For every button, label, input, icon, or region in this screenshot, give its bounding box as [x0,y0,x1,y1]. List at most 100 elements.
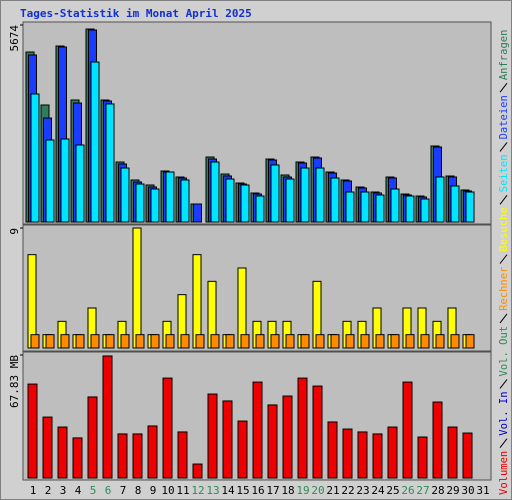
bar [447,426,458,479]
bar [300,167,310,223]
bar [390,334,400,349]
bar [330,177,340,223]
x-tick-label: 28 [431,484,444,497]
bar [285,334,295,349]
legend-separator [499,313,508,324]
legend-separator [499,82,508,93]
bar [282,395,293,479]
bar [60,334,70,349]
bar [240,334,250,349]
bar [147,425,158,479]
bar [165,171,175,223]
bar [57,426,68,479]
y-tick-label: 9 [8,228,21,235]
bar [345,334,355,349]
bar [72,437,83,479]
x-tick-label: 27 [416,484,429,497]
bar [270,164,280,223]
x-tick-label: 20 [311,484,324,497]
bar [180,179,190,223]
legend-item: Anfragen [498,30,510,81]
bar [252,381,263,479]
bar [432,401,443,479]
legend-item: Volumen [498,451,510,495]
bar [465,191,475,223]
bar [360,191,370,223]
bar [90,334,100,349]
bar [27,254,37,349]
bar [192,254,202,349]
x-tick-label: 30 [461,484,474,497]
x-tick-label: 1 [30,484,37,497]
bar [255,334,265,349]
legend-separator [499,142,508,152]
legend-item: Dateien [498,95,510,139]
bar [60,138,70,223]
y-tick-label: 67.83 MB [8,355,21,408]
bar [402,381,413,479]
chart-title: Tages-Statistik im Monat April 2025 [20,7,252,20]
bar [102,355,113,479]
legend-separator [499,254,508,264]
bar [87,396,98,479]
bar [210,334,220,349]
bar [315,167,325,223]
bar [135,334,145,349]
bar [315,334,325,349]
legend-separator [499,379,508,389]
bar [405,334,415,349]
bar [387,426,398,479]
x-tick-label: 7 [120,484,127,497]
bar [420,198,430,223]
bar [193,203,202,223]
bar [312,385,323,479]
bar [300,334,310,349]
x-tick-label: 13 [206,484,219,497]
legend-item: Vol. Out [498,326,510,377]
bar [120,334,130,349]
bar [390,188,400,223]
bar [255,195,265,223]
bar [150,334,160,349]
bar [240,184,250,223]
bar [270,334,280,349]
x-tick-label: 10 [161,484,174,497]
bar [435,176,445,223]
bar [375,334,385,349]
x-tick-label: 24 [371,484,385,497]
x-tick-label: 17 [266,484,279,497]
x-tick-label: 26 [401,484,414,497]
x-tick-label: 4 [75,484,82,497]
bar [162,377,173,479]
x-tick-label: 5 [90,484,97,497]
x-tick-label: 18 [281,484,294,497]
x-tick-label: 29 [446,484,459,497]
bar [360,334,370,349]
bar [330,334,340,349]
bar [30,334,40,349]
bar [27,383,38,479]
x-tick-label: 6 [105,484,112,497]
bar [417,436,428,479]
bar [372,433,383,479]
bar [465,334,475,349]
bar [405,195,415,223]
bar [375,194,385,223]
x-tick-label: 15 [236,484,249,497]
bar [132,227,142,349]
x-tick-label: 3 [60,484,67,497]
x-tick-label: 22 [341,484,354,497]
x-tick-label: 11 [176,484,189,497]
legend-item: Seiten [498,154,510,192]
bar [222,400,233,479]
bar [180,334,190,349]
bar [192,463,203,479]
bar [117,433,128,479]
bar [75,334,85,349]
x-tick-label: 16 [251,484,264,497]
bar [120,167,130,223]
x-tick-label: 12 [191,484,204,497]
legend-separator [499,195,508,205]
bar [90,61,100,223]
